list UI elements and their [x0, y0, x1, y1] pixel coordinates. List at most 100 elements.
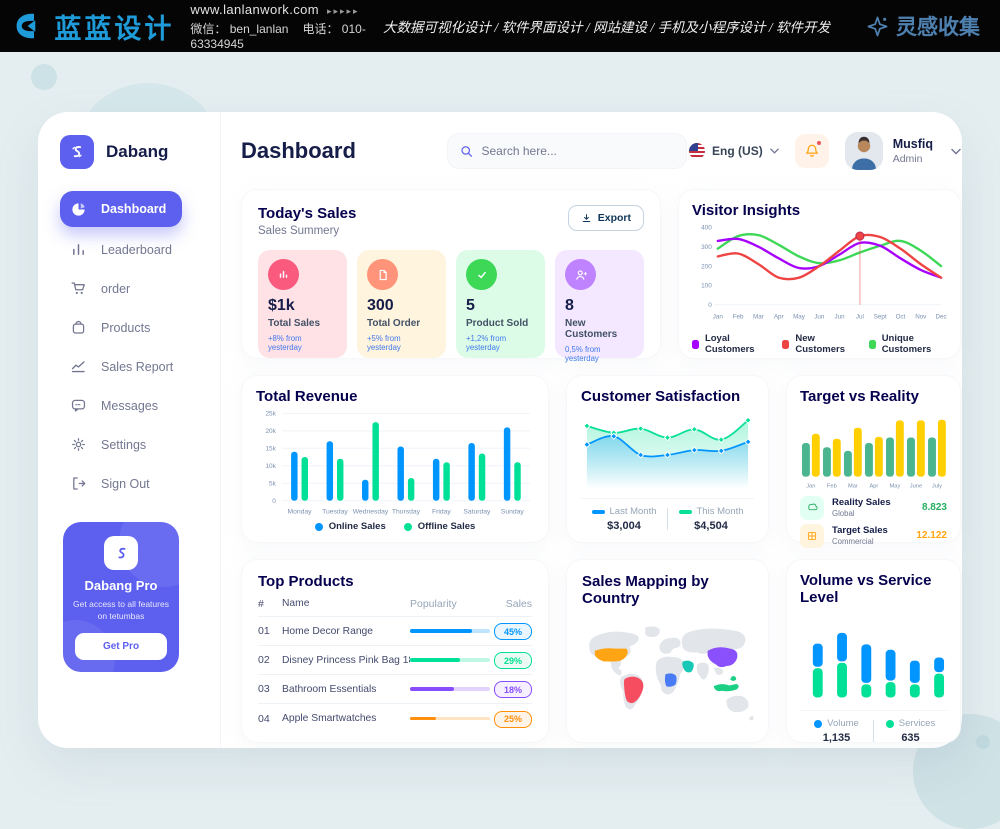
- search-input[interactable]: [481, 144, 674, 158]
- top-products-card: Top Products # Name Popularity Sales 01 …: [241, 559, 549, 743]
- website-url[interactable]: www.lanlanwork.com: [190, 1, 319, 17]
- card-title: Sales Mapping by Country: [582, 573, 709, 607]
- svg-text:Oct: Oct: [896, 314, 906, 321]
- divider: [873, 720, 874, 742]
- svg-text:Saturday: Saturday: [463, 509, 491, 516]
- sales-badge: 25%: [493, 710, 532, 728]
- new-user-icon: [565, 259, 596, 290]
- user-menu[interactable]: Musfiq Admin: [844, 132, 961, 170]
- table-header: # Name Popularity Sales: [258, 590, 532, 617]
- sidebar-item-sales-report[interactable]: Sales Report: [60, 350, 188, 383]
- brand-name: 蓝蓝设计: [54, 13, 175, 44]
- card-title: Target vs Reality: [800, 388, 919, 405]
- new-customers-swatch: [782, 339, 790, 349]
- message-icon: [71, 399, 86, 412]
- sidebar-menu: Dashboard Leaderboard order Products Sal…: [60, 191, 220, 500]
- visitor-insights-chart: 0 100 200 300 400 Jan Feb Mar Apr May Jun Jun Jul Sep…: [701, 225, 947, 321]
- card-title: Total Revenue: [256, 388, 358, 405]
- services-swatch: [885, 719, 894, 728]
- sidebar-item-products[interactable]: Products: [60, 311, 188, 344]
- sidebar-item-sign-out[interactable]: Sign Out: [60, 467, 188, 500]
- svg-text:100: 100: [701, 283, 712, 290]
- svg-text:Dec: Dec: [935, 314, 946, 321]
- target-sales-icon: [800, 523, 824, 548]
- svg-text:200: 200: [701, 263, 712, 270]
- sidebar-item-messages[interactable]: Messages: [60, 389, 188, 422]
- app-logo: Dabang: [60, 135, 220, 169]
- svg-text:Jan: Jan: [806, 483, 815, 489]
- avatar: [844, 132, 883, 170]
- card-title: Top Products: [258, 573, 354, 590]
- this-month-swatch: [678, 509, 692, 514]
- svg-text:Thursday: Thursday: [392, 509, 421, 516]
- search-bar: [447, 133, 687, 169]
- svg-text:Nov: Nov: [915, 314, 927, 321]
- contact-block: www.lanlanwork.com ▸▸▸▸▸ 微信： ben_lanlan 电话…: [190, 2, 371, 51]
- svg-text:June: June: [910, 483, 922, 489]
- chevron-down-icon: [769, 148, 779, 154]
- svg-text:Friday: Friday: [432, 509, 451, 516]
- target-vs-reality-card: Target vs Reality Jan Feb Mar Apr May June Jul…: [786, 375, 961, 548]
- sidebar-item-dashboard[interactable]: Dashboard: [60, 191, 182, 227]
- get-pro-button[interactable]: Get Pro: [75, 632, 167, 660]
- stat-total-order: 300 Total Order +5% from yesterday: [357, 250, 446, 358]
- background-circle: [31, 64, 57, 90]
- cart-icon: [71, 282, 85, 295]
- volume-legend: Volume 1,135 Services 635: [800, 710, 947, 744]
- customer-satisfaction-chart: [583, 416, 752, 489]
- gear-icon: [72, 438, 85, 451]
- download-icon: [582, 213, 591, 222]
- language-selector[interactable]: Eng (US): [689, 143, 779, 159]
- visitor-legend: Loyal Customers New Customers Unique Cus…: [692, 333, 947, 355]
- popularity-bar: [410, 687, 490, 691]
- user-name: Musfiq: [892, 137, 933, 151]
- sidebar-item-settings[interactable]: Settings: [60, 428, 188, 461]
- notifications-button[interactable]: [794, 134, 829, 168]
- country-indonesia: [713, 684, 739, 692]
- user-role: Admin: [892, 153, 923, 165]
- svg-text:Jun: Jun: [814, 314, 825, 321]
- volume-service-card: Volume vs Service Level Volume 1,135 Ser…: [786, 559, 961, 744]
- services-list: 大数据可视化设计 / 软件界面设计 / 网站建设 / 手机及小程序设计 / 软件…: [382, 20, 830, 35]
- search-icon: [461, 145, 473, 157]
- check-icon: [466, 259, 497, 290]
- svg-text:Sept: Sept: [874, 314, 887, 321]
- svg-text:Apr: Apr: [774, 314, 784, 321]
- inspiration-collection[interactable]: 灵感收集: [866, 11, 980, 41]
- notification-dot: [815, 140, 822, 146]
- bell-icon: [805, 144, 818, 157]
- target-vs-reality-chart: Jan Feb Mar Apr May June July: [801, 419, 946, 489]
- sidebar-item-order[interactable]: order: [60, 272, 188, 305]
- svg-text:Wednesday: Wednesday: [353, 509, 389, 516]
- popularity-bar: [410, 658, 490, 662]
- svg-text:Feb: Feb: [733, 314, 744, 321]
- target-legend: Reality Sales Global 8.823 Target Sales …: [800, 495, 947, 548]
- content-header: Dashboard Eng (US): [241, 131, 961, 171]
- offline-sales-swatch: [403, 522, 412, 531]
- page-title: Dashboard: [241, 138, 356, 163]
- chevron-down-icon: [951, 148, 961, 155]
- card-title: Visitor Insights: [692, 202, 801, 219]
- greenland: [645, 626, 660, 638]
- new-zealand: [748, 715, 754, 721]
- world-map: [589, 626, 754, 721]
- sales-mapping-card: Sales Mapping by Country: [566, 559, 769, 743]
- se-asia: [713, 667, 724, 675]
- country-indonesia-island: [730, 676, 737, 682]
- country-china: [707, 647, 738, 668]
- revenue-legend: Online Sales Offline Sales: [256, 521, 534, 532]
- svg-text:20k: 20k: [265, 428, 276, 435]
- country-dr-congo: [664, 673, 677, 687]
- app-name: Dabang: [106, 142, 169, 161]
- svg-text:15k: 15k: [265, 445, 276, 452]
- table-row: 04 Apple Smartwatches 25%: [258, 704, 532, 733]
- export-button[interactable]: Export: [567, 205, 644, 231]
- popularity-bar: [410, 716, 490, 721]
- sidebar-item-leaderboard[interactable]: Leaderboard: [60, 233, 188, 266]
- svg-text:0: 0: [272, 498, 276, 505]
- stat-product-sold: 5 Product Sold +1,2% from yesterday: [456, 250, 545, 358]
- unique-customers-swatch: [868, 339, 876, 349]
- svg-text:Jan: Jan: [713, 314, 724, 321]
- lanlan-logo-icon: [16, 13, 36, 39]
- pro-card-title: Dabang Pro: [84, 578, 158, 593]
